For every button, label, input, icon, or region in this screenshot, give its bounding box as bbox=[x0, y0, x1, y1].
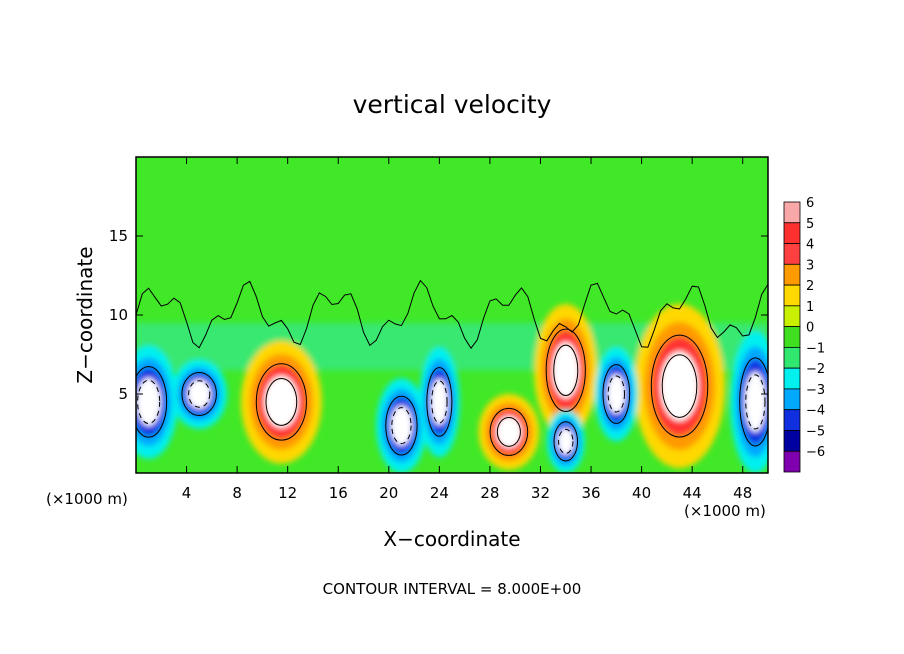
y-axis-ticks: 5 10 15 bbox=[109, 227, 768, 403]
colorbar-cell bbox=[783, 388, 801, 411]
colorbar-cell bbox=[783, 222, 801, 244]
colorbar-label: −1 bbox=[806, 341, 825, 356]
downdraft-5-level-3 bbox=[187, 379, 211, 409]
colorbar-cell bbox=[783, 263, 801, 286]
contour-5-outer bbox=[181, 371, 217, 417]
contour-6-outer bbox=[385, 395, 418, 456]
x-tick-label: 16 bbox=[329, 484, 348, 502]
colorbar-label: −6 bbox=[806, 445, 825, 460]
updraft-2-level-3 bbox=[552, 342, 580, 399]
colorbar-cell bbox=[783, 326, 801, 348]
contour-6-inner bbox=[391, 407, 412, 445]
contour-7-inner bbox=[431, 380, 448, 424]
colorbar-label: 0 bbox=[806, 321, 814, 336]
colorbar-cell bbox=[783, 243, 801, 265]
colorbar-label: 5 bbox=[806, 217, 814, 232]
colorbar-cell bbox=[783, 346, 801, 369]
colorbar-label: −2 bbox=[806, 362, 825, 377]
x-axis-unit-right: (×1000 m) bbox=[684, 502, 766, 520]
colorbar-cell bbox=[783, 305, 801, 328]
x-tick-label: 24 bbox=[430, 484, 449, 502]
downdraft-9-level-3 bbox=[607, 374, 626, 414]
colorbar-label: −5 bbox=[806, 424, 825, 439]
y-tick-label: 10 bbox=[109, 306, 128, 324]
x-axis-label: X−coordinate bbox=[383, 527, 520, 551]
x-axis-ticks: 4 8 12 16 20 24 28 32 36 40 44 48 bbox=[182, 157, 752, 502]
velocity-field bbox=[136, 303, 768, 473]
updraft-1-level-3 bbox=[496, 415, 522, 448]
contour-0-outer bbox=[255, 363, 307, 441]
x-tick-label: 36 bbox=[581, 484, 600, 502]
plot-area bbox=[135, 156, 769, 474]
contour-3-inner bbox=[661, 354, 698, 418]
colorbar-label: 6 bbox=[806, 196, 814, 211]
contour-3-outer bbox=[650, 334, 709, 438]
colorbar-cell bbox=[783, 201, 801, 224]
x-tick-label: 32 bbox=[531, 484, 550, 502]
colorbar-label: 1 bbox=[806, 300, 814, 315]
contour-8-inner bbox=[558, 428, 574, 454]
colorbar: 6 5 4 3 2 1 0 −1 −2 −3 −4 −5 −6 bbox=[783, 196, 825, 473]
updraft-3-level-3 bbox=[660, 351, 699, 421]
contour-zero-line bbox=[136, 279, 768, 350]
contour-0-inner bbox=[265, 377, 298, 426]
downdraft-6-level-3 bbox=[390, 405, 413, 446]
x-tick-label: 12 bbox=[278, 484, 297, 502]
x-tick-label: 8 bbox=[232, 484, 242, 502]
contour-9-inner bbox=[607, 375, 625, 413]
contour-4-inner bbox=[137, 379, 161, 425]
contour-7-outer bbox=[426, 367, 453, 437]
colorbar-label: 4 bbox=[806, 238, 814, 253]
contour-2-inner bbox=[553, 344, 579, 397]
y-tick-label: 5 bbox=[118, 385, 128, 403]
x-axis-unit-left: (×1000 m) bbox=[46, 490, 128, 508]
contour-lines bbox=[136, 279, 768, 462]
colorbar-label: 2 bbox=[806, 279, 814, 294]
colorbar-cell bbox=[783, 367, 801, 390]
downdraft-4-level-3 bbox=[136, 378, 161, 426]
chart-title: vertical velocity bbox=[353, 90, 552, 119]
downdraft-7-level-3 bbox=[430, 378, 448, 426]
colorbar-cell bbox=[783, 450, 801, 473]
contour-2-outer bbox=[545, 328, 586, 412]
updraft-0-level-3 bbox=[264, 376, 299, 428]
contour-4-outer bbox=[136, 366, 168, 438]
contour-interval-note: CONTOUR INTERVAL = 8.000E+00 bbox=[323, 580, 582, 598]
contour-8-outer bbox=[553, 421, 579, 462]
colorbar-label: −3 bbox=[806, 383, 825, 398]
contour-10-inner bbox=[745, 374, 766, 430]
contour-5-inner bbox=[188, 380, 211, 408]
x-tick-label: 20 bbox=[379, 484, 398, 502]
x-tick-label: 4 bbox=[182, 484, 192, 502]
y-axis-label: Z−coordinate bbox=[73, 246, 97, 383]
colorbar-label: 3 bbox=[806, 258, 814, 273]
x-tick-label: 48 bbox=[733, 484, 752, 502]
colorbar-cell bbox=[783, 409, 801, 431]
contour-10-outer bbox=[739, 357, 768, 447]
colorbar-cell bbox=[783, 284, 801, 307]
colorbar-label: −4 bbox=[806, 404, 825, 419]
x-tick-label: 40 bbox=[632, 484, 651, 502]
y-tick-label: 15 bbox=[109, 227, 128, 245]
contour-1-outer bbox=[489, 407, 529, 456]
contour-1-inner bbox=[496, 417, 521, 447]
colorbar-cell bbox=[783, 430, 801, 452]
contour-9-outer bbox=[602, 364, 631, 424]
x-tick-label: 44 bbox=[683, 484, 702, 502]
x-tick-label: 28 bbox=[480, 484, 499, 502]
downdraft-10-level-3 bbox=[744, 372, 766, 432]
downdraft-8-level-3 bbox=[557, 428, 574, 455]
